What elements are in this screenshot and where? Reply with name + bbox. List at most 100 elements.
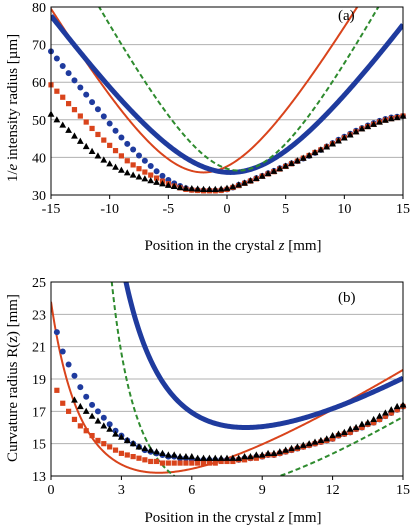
y-tick-label: 50 bbox=[32, 114, 46, 129]
data-point-triangle bbox=[223, 184, 231, 191]
data-point-circle bbox=[100, 414, 107, 421]
data-point-square bbox=[206, 460, 212, 466]
data-point-square bbox=[242, 457, 248, 463]
data-point-square bbox=[200, 460, 207, 466]
data-point-square bbox=[359, 424, 365, 431]
data-point-triangle bbox=[252, 174, 260, 182]
data-point-triangle bbox=[76, 402, 84, 410]
data-point-circle bbox=[94, 106, 101, 113]
panel-a-y-axis-label: 1/e intensity radius [µm] bbox=[5, 34, 21, 182]
data-point-triangle bbox=[217, 454, 225, 461]
data-point-triangle bbox=[170, 182, 178, 189]
data-point-square bbox=[107, 444, 113, 450]
x-tick-label: 6 bbox=[188, 483, 195, 498]
data-point-triangle bbox=[164, 451, 172, 458]
data-point-triangle bbox=[129, 171, 137, 178]
x-tick-label: 0 bbox=[224, 202, 231, 217]
data-point-triangle bbox=[340, 134, 348, 141]
data-point-triangle bbox=[329, 140, 336, 147]
y-tick-label: 15 bbox=[32, 438, 46, 453]
data-point-triangle bbox=[194, 454, 202, 461]
data-point-square bbox=[142, 457, 148, 463]
data-point-triangle bbox=[299, 154, 307, 161]
data-point-circle bbox=[159, 172, 166, 179]
panel-a-y-ticks: 30 40 50 60 70 80 bbox=[32, 1, 46, 204]
data-point-square bbox=[112, 148, 119, 154]
panel-b-x-ticks: 0 3 6 9 12 15 bbox=[48, 476, 410, 498]
data-point-triangle bbox=[100, 422, 108, 429]
data-point-triangle bbox=[200, 454, 207, 461]
data-point-triangle bbox=[264, 449, 272, 456]
data-point-square bbox=[66, 408, 72, 414]
data-point-triangle bbox=[247, 453, 254, 460]
data-point-triangle bbox=[382, 116, 389, 123]
data-point-triangle bbox=[376, 412, 383, 419]
data-point-triangle bbox=[141, 175, 149, 182]
data-point-triangle bbox=[100, 156, 108, 163]
data-point-square bbox=[330, 436, 336, 442]
data-point-triangle bbox=[153, 448, 160, 455]
data-point-triangle bbox=[258, 172, 266, 179]
data-point-triangle bbox=[235, 454, 243, 461]
data-point-triangle bbox=[112, 163, 119, 170]
data-point-triangle bbox=[71, 396, 78, 403]
data-point-square bbox=[224, 458, 230, 465]
data-point-circle bbox=[106, 421, 113, 428]
data-point-square bbox=[195, 460, 201, 466]
data-point-triangle bbox=[147, 446, 155, 453]
data-point-square bbox=[107, 142, 113, 148]
data-point-triangle bbox=[241, 179, 248, 186]
data-point-circle bbox=[59, 348, 66, 355]
data-point-square bbox=[77, 423, 83, 429]
data-point-triangle bbox=[59, 121, 67, 128]
data-point-triangle bbox=[106, 160, 114, 167]
data-point-square bbox=[154, 175, 160, 181]
data-point-triangle bbox=[358, 420, 366, 427]
data-point-triangle bbox=[88, 412, 96, 419]
data-point-triangle bbox=[94, 152, 102, 159]
data-point-triangle bbox=[118, 166, 125, 173]
fit-curve-1 bbox=[51, 7, 359, 174]
data-point-circle bbox=[83, 91, 90, 98]
data-point-triangle bbox=[112, 430, 119, 437]
data-point-circle bbox=[89, 401, 96, 408]
x-tick-label: 9 bbox=[259, 483, 266, 498]
panel-a-x-ticks: -15 -10 -5 0 5 10 15 bbox=[42, 195, 410, 217]
data-point-square bbox=[60, 94, 66, 100]
fit-curve-1 bbox=[51, 301, 403, 474]
data-point-square bbox=[154, 458, 160, 465]
panel-b-measured-points bbox=[53, 329, 407, 466]
data-point-triangle bbox=[352, 128, 360, 135]
data-point-triangle bbox=[276, 165, 284, 172]
data-point-triangle bbox=[258, 451, 266, 458]
data-point-triangle bbox=[53, 116, 61, 123]
data-point-square bbox=[142, 169, 148, 175]
data-point-triangle bbox=[346, 425, 354, 432]
data-point-circle bbox=[118, 134, 125, 141]
data-point-triangle bbox=[182, 184, 190, 191]
data-point-square bbox=[130, 454, 136, 460]
data-point-triangle bbox=[88, 147, 96, 154]
data-point-triangle bbox=[387, 115, 395, 122]
data-point-triangle bbox=[82, 407, 90, 414]
data-point-triangle bbox=[118, 433, 125, 440]
data-point-square bbox=[371, 420, 377, 426]
data-point-square bbox=[136, 455, 142, 461]
panel-b: 0 3 6 9 12 15 13 15 17 19 21 23 25 (b) Position in … bbox=[5, 276, 410, 526]
data-point-triangle bbox=[235, 181, 243, 188]
data-point-square bbox=[253, 455, 259, 461]
data-point-square bbox=[101, 441, 107, 447]
data-point-circle bbox=[136, 152, 142, 159]
data-point-triangle bbox=[329, 431, 336, 439]
panel-b-plot-frame bbox=[50, 281, 404, 477]
x-tick-label: 15 bbox=[396, 483, 410, 498]
data-point-circle bbox=[65, 361, 72, 368]
data-point-triangle bbox=[123, 436, 131, 444]
panel-a-measured-points bbox=[47, 48, 407, 194]
data-point-square bbox=[71, 107, 78, 113]
data-point-circle bbox=[65, 70, 72, 77]
data-point-triangle bbox=[147, 177, 155, 184]
data-point-square bbox=[95, 131, 101, 138]
data-point-triangle bbox=[305, 151, 313, 159]
